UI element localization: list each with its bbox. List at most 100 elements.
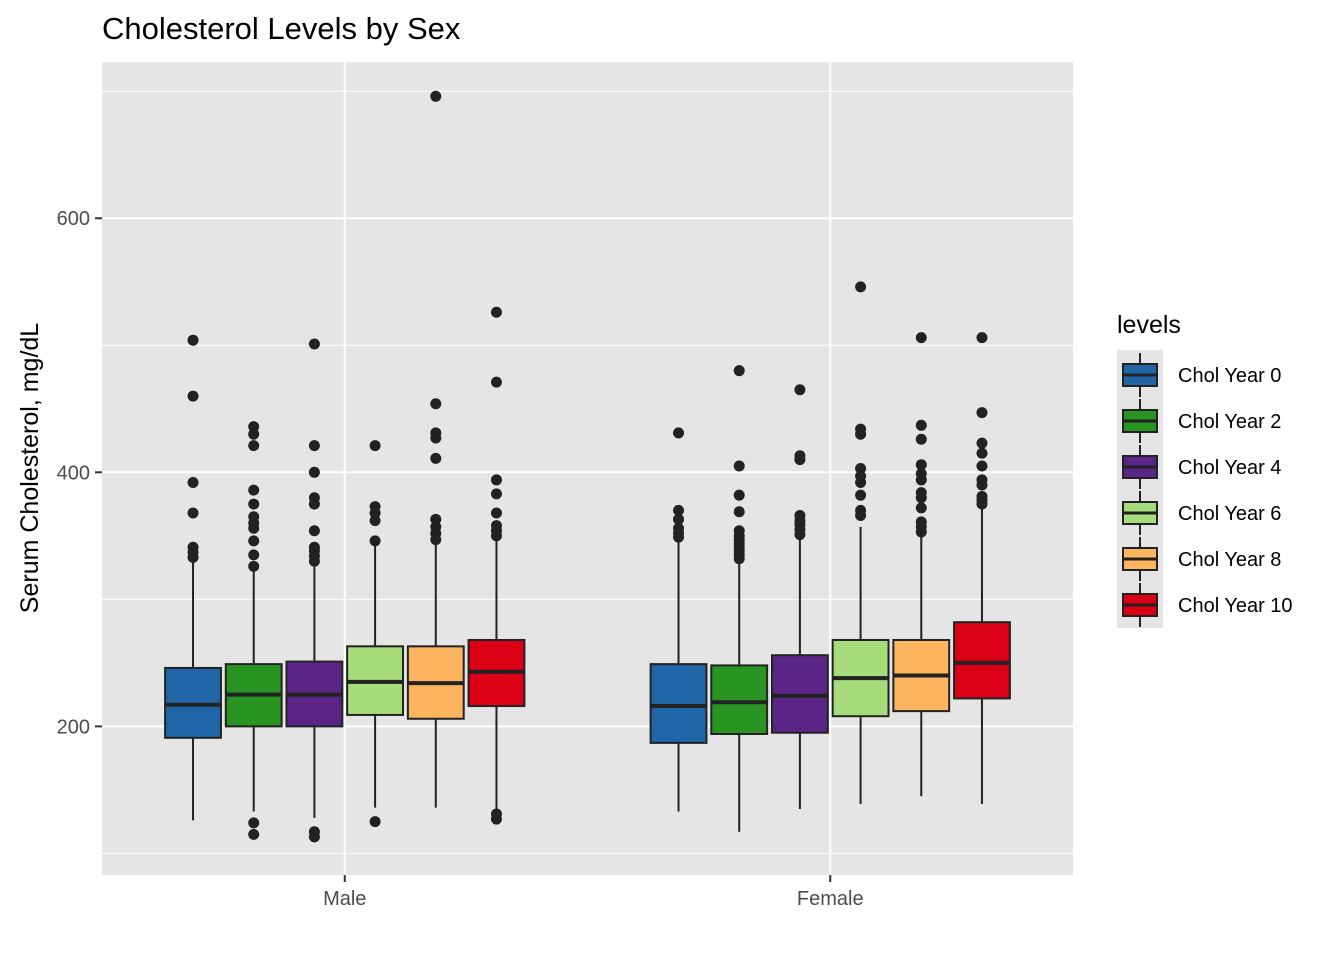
box (710, 365, 769, 832)
outlier-point (915, 487, 927, 499)
box (285, 338, 344, 843)
legend-item: Chol Year 8 (1122, 537, 1281, 581)
outlier-point (248, 484, 260, 496)
outlier-point (915, 433, 927, 445)
outlier-point (976, 332, 988, 344)
outlier-point (733, 365, 745, 377)
outlier-point (673, 513, 685, 525)
box (892, 332, 951, 797)
y-axis: 200 400 600 (57, 208, 102, 738)
outlier-point (915, 459, 927, 471)
outlier-point (248, 440, 260, 452)
outlier-point (248, 549, 260, 561)
legend-item: Chol Year 4 (1122, 445, 1281, 489)
outlier-point (308, 338, 320, 350)
outlier-point (976, 447, 988, 459)
outlier-point (430, 521, 442, 533)
outlier-point (794, 510, 806, 522)
outlier-point (430, 452, 442, 464)
outlier-point (490, 376, 502, 388)
outlier-point (794, 450, 806, 462)
outlier-point (490, 507, 502, 519)
outlier-point (248, 498, 260, 510)
outlier-point (187, 541, 199, 553)
outlier-point (248, 428, 260, 440)
x-tick-label: Female (797, 888, 864, 910)
legend-item: Chol Year 6 (1122, 491, 1281, 535)
plot-panel (102, 62, 1073, 875)
outlier-point (187, 390, 199, 402)
outlier-point (915, 516, 927, 528)
legend-label: Chol Year 0 (1178, 365, 1281, 387)
outlier-point (430, 90, 442, 102)
outlier-point (733, 460, 745, 472)
outlier-point (915, 502, 927, 514)
outlier-point (976, 474, 988, 486)
box (770, 384, 829, 809)
outlier-point (308, 826, 320, 838)
chart-title: Cholesterol Levels by Sex (102, 11, 461, 46)
outlier-point (915, 419, 927, 431)
box (467, 306, 526, 825)
outlier-point (248, 421, 260, 433)
legend-label: Chol Year 2 (1178, 411, 1281, 433)
outlier-point (794, 384, 806, 396)
outlier-point (855, 504, 867, 516)
x-axis: Male Female (323, 875, 864, 910)
outlier-point (187, 476, 199, 488)
box (224, 421, 283, 840)
minor-gridlines (102, 90, 1073, 854)
outlier-point (248, 560, 260, 572)
outlier-point (308, 525, 320, 537)
outlier-point (855, 470, 867, 482)
outlier-point (308, 440, 320, 452)
box (649, 427, 708, 812)
outlier-point (248, 828, 260, 840)
outlier-point (490, 520, 502, 532)
legend-item: Chol Year 2 (1122, 399, 1281, 443)
legend-label: Chol Year 6 (1178, 503, 1281, 525)
outlier-point (855, 463, 867, 474)
box-groups (164, 90, 1011, 843)
y-tick-label: 400 (57, 462, 90, 484)
outlier-point (733, 506, 745, 518)
outlier-point (369, 535, 381, 547)
outlier-point (490, 474, 502, 486)
outlier-point (855, 281, 867, 293)
box-iqr (953, 621, 1011, 700)
box-iqr (649, 663, 708, 744)
legend-label: Chol Year 8 (1178, 549, 1281, 571)
legend-item: Chol Year 10 (1122, 583, 1293, 627)
outlier-point (430, 427, 442, 439)
outlier-point (369, 440, 381, 452)
outlier-point (430, 398, 442, 410)
outlier-point (369, 816, 381, 828)
box-group-female (649, 281, 1011, 832)
outlier-point (673, 427, 685, 439)
y-tick-label: 600 (57, 208, 90, 230)
box (406, 90, 465, 808)
outlier-point (855, 489, 867, 501)
outlier-point (976, 490, 988, 502)
outlier-point (187, 334, 199, 346)
outlier-point (187, 507, 199, 519)
box-group-male (164, 90, 526, 843)
legend: levels Chol Year 0 Chol Year 2 Chol Year 4… (1117, 311, 1293, 628)
outlier-point (673, 504, 685, 516)
outlier-point (976, 460, 988, 472)
box (953, 332, 1011, 804)
legend-item: Chol Year 0 (1122, 353, 1281, 397)
legend-label: Chol Year 4 (1178, 457, 1281, 479)
outlier-point (369, 515, 381, 527)
outlier-point (490, 306, 502, 318)
outlier-point (430, 513, 442, 525)
outlier-point (308, 466, 320, 478)
outlier-point (976, 437, 988, 449)
outlier-point (976, 407, 988, 419)
outlier-point (369, 501, 381, 513)
outlier-point (490, 488, 502, 500)
outlier-point (915, 332, 927, 344)
box (346, 440, 405, 828)
outlier-point (248, 511, 260, 523)
outlier-point (248, 817, 260, 829)
